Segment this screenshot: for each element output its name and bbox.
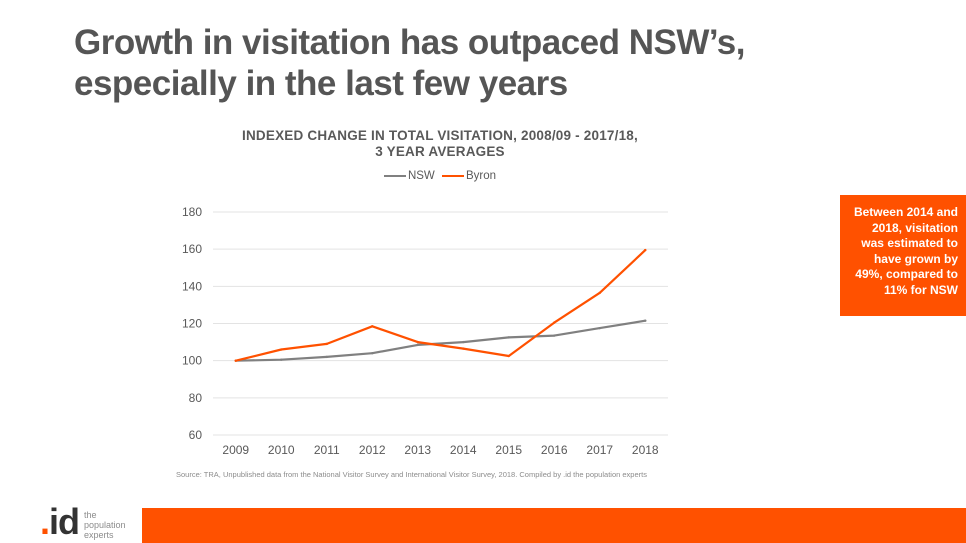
data-point-nsw xyxy=(371,352,374,355)
chart-title-line1: INDEXED CHANGE IN TOTAL VISITATION, 2008… xyxy=(242,128,638,143)
data-point-byron xyxy=(644,248,647,252)
y-tick-label: 100 xyxy=(182,354,202,368)
data-point-nsw xyxy=(553,334,556,337)
y-tick-label: 180 xyxy=(182,205,202,219)
y-tick-label: 120 xyxy=(182,317,202,331)
data-point-nsw xyxy=(325,355,328,359)
data-point-byron xyxy=(507,354,510,358)
legend-label-nsw: NSW xyxy=(407,169,435,182)
y-tick-label: 80 xyxy=(189,391,203,405)
y-tick-label: 140 xyxy=(182,279,202,293)
series-line-nsw xyxy=(234,319,647,362)
data-point-nsw xyxy=(644,319,647,322)
chart-title: INDEXED CHANGE IN TOTAL VISITATION, 2008… xyxy=(170,128,710,160)
x-tick-label: 2009 xyxy=(222,443,249,457)
x-tick-label: 2017 xyxy=(586,443,613,457)
x-tick-label: 2016 xyxy=(541,443,568,457)
data-point-nsw xyxy=(280,358,283,361)
source-note: Source: TRA, Unpublished data from the N… xyxy=(176,470,647,479)
legend-item-nsw: NSW xyxy=(383,169,435,182)
data-point-byron xyxy=(371,325,374,328)
data-point-nsw xyxy=(462,340,465,344)
data-point-byron xyxy=(234,359,237,362)
chart-title-line2: 3 YEAR AVERAGES xyxy=(375,144,505,159)
y-tick-label: 60 xyxy=(189,428,203,442)
series-line-byron xyxy=(234,249,647,362)
x-tick-label: 2013 xyxy=(404,443,431,457)
data-point-byron xyxy=(553,321,556,324)
data-point-nsw xyxy=(507,336,510,339)
line-chart: 60 80 100 120 140 160 180 2009 2010 2011 2012 2013 2… xyxy=(182,205,668,457)
x-tick-label: 2011 xyxy=(314,443,340,457)
data-point-byron xyxy=(416,340,419,344)
data-point-byron xyxy=(325,342,328,346)
logo: .id the population experts xyxy=(40,502,140,542)
data-point-nsw xyxy=(416,343,419,347)
legend-swatch-nsw xyxy=(383,174,406,177)
legend-label-byron: Byron xyxy=(466,169,497,182)
chart-legend: NSW Byron xyxy=(170,168,710,182)
y-tick-label: 160 xyxy=(182,242,202,256)
legend-swatch-byron xyxy=(442,174,464,177)
footer-bar xyxy=(142,508,966,543)
x-tick-label: 2014 xyxy=(450,443,477,457)
slide-title-line2: especially in the last few years xyxy=(74,64,568,103)
x-tick-label: 2010 xyxy=(268,443,295,457)
legend-item-byron: Byron xyxy=(442,170,496,182)
data-point-byron xyxy=(280,348,283,351)
x-tick-label: 2012 xyxy=(359,443,386,457)
data-point-byron xyxy=(598,291,601,295)
data-point-byron xyxy=(462,347,465,350)
logo-mark: .id xyxy=(40,501,80,542)
x-tick-label: 2018 xyxy=(632,443,659,457)
slide-title: Growth in visitation has outpaced NSW’s,… xyxy=(74,22,834,104)
data-point-nsw xyxy=(598,326,601,330)
x-tick-label: 2015 xyxy=(495,443,522,457)
callout-box: Between 2014 and 2018, visitation was es… xyxy=(840,195,966,316)
slide-title-line1: Growth in visitation has outpaced NSW’s, xyxy=(74,23,746,62)
logo-tagline: the population experts xyxy=(84,510,126,540)
